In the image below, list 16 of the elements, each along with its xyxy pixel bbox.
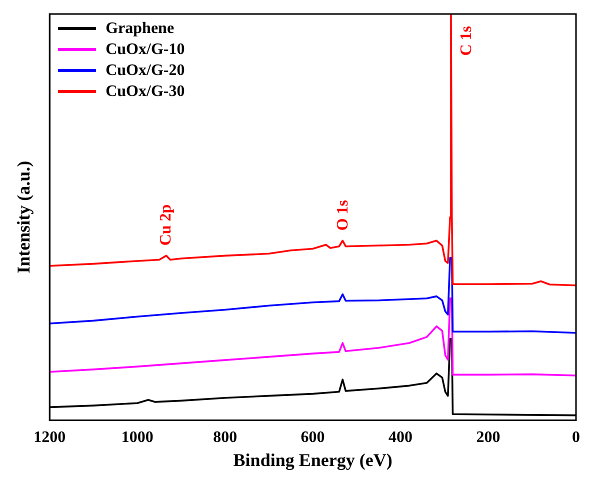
legend-label: CuOx/G-30 bbox=[106, 82, 185, 102]
annotation: O 1s bbox=[334, 200, 352, 231]
x-tick-label: 800 bbox=[213, 428, 238, 446]
x-tick-label: 0 bbox=[572, 428, 580, 446]
x-tick-label: 600 bbox=[300, 428, 325, 446]
x-tick-label: 1000 bbox=[121, 428, 154, 446]
x-tick-label: 1200 bbox=[34, 428, 66, 446]
annotation: Cu 2p bbox=[157, 204, 174, 246]
annotation: C 1s bbox=[458, 26, 476, 56]
y-axis-title: Intensity (a.u.) bbox=[13, 160, 34, 274]
legend-label: CuOx/G-10 bbox=[106, 40, 185, 60]
x-tick-label: 400 bbox=[388, 428, 413, 446]
legend-label: CuOx/G-20 bbox=[106, 61, 185, 81]
legend-label: Graphene bbox=[106, 19, 174, 39]
x-axis-title: Binding Energy (eV) bbox=[233, 450, 392, 470]
x-tick-label: 200 bbox=[476, 428, 500, 446]
